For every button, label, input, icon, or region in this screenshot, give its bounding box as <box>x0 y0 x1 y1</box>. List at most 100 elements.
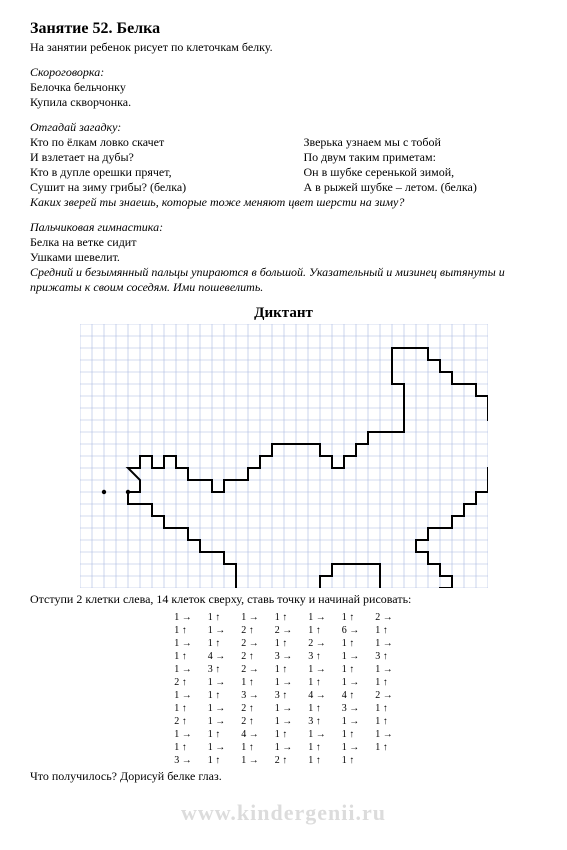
step-cell: 4 → <box>233 728 267 741</box>
step-cell: 1 ↑ <box>334 728 368 741</box>
riddle-label: Отгадай загадку: <box>30 120 537 135</box>
step-cell: 1 → <box>200 624 234 637</box>
step-cell: 1 ↑ <box>334 637 368 650</box>
step-cell: 2 ↑ <box>233 624 267 637</box>
step-cell: 1 ↑ <box>200 754 234 767</box>
riddle-line: И взлетает на дубы? <box>30 150 264 165</box>
tongue-twister-line: Белочка бельчонку <box>30 80 537 95</box>
step-cell: 3 → <box>334 702 368 715</box>
lesson-title: Занятие 52. Белка <box>30 20 537 38</box>
step-cell: 1 → <box>166 689 200 702</box>
step-cell: 1 → <box>200 741 234 754</box>
riddle-left: Кто по ёлкам ловко скачет И взлетает на … <box>30 135 264 195</box>
step-cell: 2 → <box>367 611 401 624</box>
riddle-block: Отгадай загадку: Кто по ёлкам ловко скач… <box>30 120 537 210</box>
step-cell: 1 → <box>166 728 200 741</box>
step-cell: 2 → <box>233 637 267 650</box>
step-cell: 1 → <box>200 715 234 728</box>
step-cell: 1 ↑ <box>367 715 401 728</box>
step-cell: 3 ↑ <box>200 663 234 676</box>
step-cell: 1 → <box>200 676 234 689</box>
riddle-question: Каких зверей ты знаешь, которые тоже мен… <box>30 195 537 210</box>
riddle-line: Зверька узнаем мы с тобой <box>304 135 538 150</box>
riddle-line: По двум таким приметам: <box>304 150 538 165</box>
step-cell: 1 ↑ <box>166 741 200 754</box>
riddle-line: А в рыжей шубке – летом. (белка) <box>304 180 538 195</box>
grid-drawing <box>30 324 537 588</box>
draw-instruction: Отступи 2 клетки слева, 14 клеток сверху… <box>30 592 537 607</box>
riddle-line: Сушит на зиму грибы? (белка) <box>30 180 264 195</box>
step-cell: 3 → <box>166 754 200 767</box>
step-cell: 2 ↑ <box>233 702 267 715</box>
step-cell: 1 → <box>166 663 200 676</box>
step-cell: 4 → <box>300 689 334 702</box>
step-cell: 1 → <box>334 650 368 663</box>
step-cell: 1 ↑ <box>166 624 200 637</box>
step-cell: 2 → <box>300 637 334 650</box>
step-cell: 2 ↑ <box>166 676 200 689</box>
dictation-title: Диктант <box>30 305 537 322</box>
step-cell: 1 → <box>267 741 301 754</box>
step-cell: 1 ↑ <box>367 702 401 715</box>
step-cell: 1 → <box>200 702 234 715</box>
step-cell: 1 → <box>300 663 334 676</box>
step-cell: 1 ↑ <box>166 650 200 663</box>
step-cell: 1 → <box>267 715 301 728</box>
step-cell: 3 ↑ <box>367 650 401 663</box>
step-cell: 4 → <box>200 650 234 663</box>
watermark: www.kindergenii.ru <box>0 800 567 826</box>
riddle-line: Кто в дупле орешки прячет, <box>30 165 264 180</box>
steps-table: 1 →1 ↑1 →1 ↑1 →1 ↑2 →1 ↑1 →2 ↑2 →1 ↑6 →1… <box>30 611 537 767</box>
step-cell: 1 ↑ <box>200 728 234 741</box>
step-cell: 1 ↑ <box>300 754 334 767</box>
step-cell: 2 ↑ <box>233 715 267 728</box>
step-cell: 1 ↑ <box>267 663 301 676</box>
step-cell: 1 ↑ <box>334 754 368 767</box>
riddle-right: Зверька узнаем мы с тобой По двум таким … <box>304 135 538 195</box>
finger-gym-label: Пальчиковая гимнастика: <box>30 220 537 235</box>
step-cell: 3 → <box>233 689 267 702</box>
riddle-line: Он в шубке серенькой зимой, <box>304 165 538 180</box>
step-cell: 1 → <box>267 702 301 715</box>
step-cell: 1 → <box>233 754 267 767</box>
step-cell: 1 ↑ <box>300 741 334 754</box>
step-cell: 1 ↑ <box>233 741 267 754</box>
step-cell: 1 ↑ <box>267 728 301 741</box>
step-cell: 1 → <box>166 637 200 650</box>
step-cell: 3 ↑ <box>300 650 334 663</box>
step-cell: 2 → <box>367 689 401 702</box>
step-cell: 1 ↑ <box>166 702 200 715</box>
step-cell: 1 ↑ <box>200 689 234 702</box>
step-cell: 1 ↑ <box>367 676 401 689</box>
finger-gym-block: Пальчиковая гимнастика: Белка на ветке с… <box>30 220 537 295</box>
step-cell: 4 ↑ <box>334 689 368 702</box>
step-cell: 1 ↑ <box>200 637 234 650</box>
step-cell: 3 ↑ <box>267 689 301 702</box>
step-cell: 2 → <box>267 624 301 637</box>
tongue-twister-line: Купила скворчонка. <box>30 95 537 110</box>
step-cell: 2 ↑ <box>166 715 200 728</box>
lesson-subtitle: На занятии ребенок рисует по клеточкам б… <box>30 40 537 55</box>
step-cell: 2 ↑ <box>267 754 301 767</box>
step-cell: 1 → <box>267 676 301 689</box>
step-cell: 1 ↑ <box>267 611 301 624</box>
step-cell: 1 ↑ <box>300 676 334 689</box>
step-cell: 1 ↑ <box>300 702 334 715</box>
finger-gym-line: Ушками шевелит. <box>30 250 537 265</box>
grid-svg <box>80 324 488 588</box>
step-cell: 1 ↑ <box>233 676 267 689</box>
step-cell: 1 ↑ <box>367 741 401 754</box>
step-cell: 1 → <box>334 741 368 754</box>
finger-gym-line: Белка на ветке сидит <box>30 235 537 250</box>
step-cell: 1 → <box>166 611 200 624</box>
step-cell: 3 ↑ <box>300 715 334 728</box>
step-cell: 2 ↑ <box>233 650 267 663</box>
step-cell: 1 → <box>334 715 368 728</box>
step-cell: 1 → <box>300 611 334 624</box>
finger-gym-instruction: Средний и безымянный пальцы упираются в … <box>30 265 537 295</box>
step-cell: 1 ↑ <box>367 624 401 637</box>
step-cell: 1 ↑ <box>334 663 368 676</box>
tongue-twister-block: Скороговорка: Белочка бельчонку Купила с… <box>30 65 537 110</box>
step-cell: 1 → <box>233 611 267 624</box>
tongue-twister-label: Скороговорка: <box>30 65 537 80</box>
